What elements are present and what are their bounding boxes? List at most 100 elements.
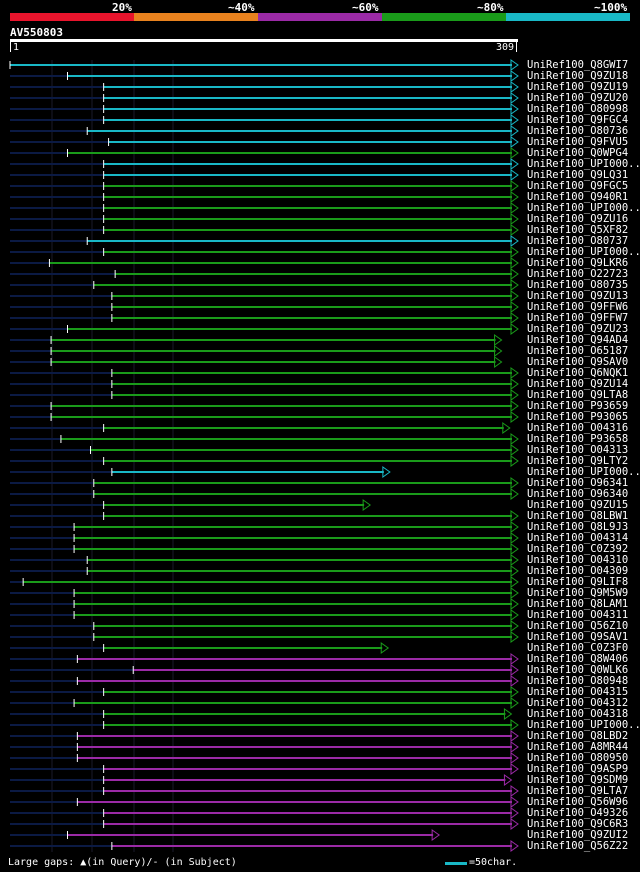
hit-end-arrow <box>382 466 391 478</box>
hit-label[interactable]: UniRef100_Q940R1 <box>527 191 629 203</box>
hit-end-arrow <box>494 356 503 368</box>
hit-label[interactable]: UniRef100_A8MR44 <box>527 741 629 753</box>
hit-label[interactable]: UniRef100_Q8GWI7 <box>527 59 629 71</box>
hit-label[interactable]: UniRef100_UPI000... <box>527 719 640 731</box>
hit-label[interactable]: UniRef100_Q9FFW7 <box>527 312 629 324</box>
hit-end-arrow <box>510 114 519 126</box>
hit-label[interactable]: UniRef100_UPI000... <box>527 466 640 478</box>
hit-label[interactable]: UniRef100_Q56Z10 <box>527 620 629 632</box>
hit-label[interactable]: UniRef100_Q9LTY2 <box>527 455 629 467</box>
hit-label[interactable]: UniRef100_C0Z3F0 <box>527 642 629 654</box>
hit-end-arrow <box>510 224 519 236</box>
hit-label[interactable]: UniRef100_Q9LKR6 <box>527 257 629 269</box>
hit-label[interactable]: UniRef100_UPI000... <box>527 202 640 214</box>
hit-label[interactable]: UniRef100_Q9ZU20 <box>527 92 629 104</box>
hit-label[interactable]: UniRef100_P93065 <box>527 411 629 423</box>
hit-end-arrow <box>510 785 519 797</box>
hit-end-arrow <box>510 488 519 500</box>
hit-label[interactable]: UniRef100_O80950 <box>527 752 629 764</box>
hit-label[interactable]: UniRef100_O04316 <box>527 422 629 434</box>
hit-label[interactable]: UniRef100_O96340 <box>527 488 629 500</box>
hit-label[interactable]: UniRef100_Q9LIF8 <box>527 576 629 588</box>
hit-end-arrow <box>510 609 519 621</box>
hit-end-arrow <box>510 367 519 379</box>
hit-label[interactable]: UniRef100_O80736 <box>527 125 629 137</box>
hit-end-arrow <box>510 290 519 302</box>
hit-label[interactable]: UniRef100_Q0WLK6 <box>527 664 629 676</box>
hit-label[interactable]: UniRef100_P93659 <box>527 400 629 412</box>
hit-label[interactable]: UniRef100_Q8W406 <box>527 653 629 665</box>
hit-end-arrow <box>510 389 519 401</box>
hit-end-arrow <box>431 829 441 841</box>
hit-label[interactable]: UniRef100_O80735 <box>527 279 629 291</box>
hit-label[interactable]: UniRef100_Q9C6R3 <box>527 818 629 830</box>
legend-band-80 <box>382 13 506 21</box>
hit-label[interactable]: UniRef100_O22723 <box>527 268 629 280</box>
hit-label[interactable]: UniRef100_Q9ZU15 <box>527 499 629 511</box>
hit-label[interactable]: UniRef100_Q56W96 <box>527 796 629 808</box>
hit-label[interactable]: UniRef100_Q8L9J3 <box>527 521 629 533</box>
hit-label[interactable]: UniRef100_Q8LBW1 <box>527 510 629 522</box>
hit-label[interactable]: UniRef100_Q9ZU16 <box>527 213 629 225</box>
hit-label[interactable]: UniRef100_O49326 <box>527 807 629 819</box>
hit-label[interactable]: UniRef100_Q9FGC5 <box>527 180 629 192</box>
hit-label[interactable]: UniRef100_O65187 <box>527 345 629 357</box>
hit-label[interactable]: UniRef100_Q56Z22 <box>527 840 629 852</box>
hit-label[interactable]: UniRef100_Q9FGC4 <box>527 114 629 126</box>
hit-label[interactable]: UniRef100_Q9ZU14 <box>527 378 629 390</box>
hit-label[interactable]: UniRef100_Q9ASP9 <box>527 763 629 775</box>
hit-label[interactable]: UniRef100_Q9LTA7 <box>527 785 629 797</box>
hit-label[interactable]: UniRef100_O04318 <box>527 708 629 720</box>
hit-end-arrow <box>510 455 519 467</box>
hit-end-arrow <box>510 268 519 280</box>
hit-label[interactable]: UniRef100_Q9SDM9 <box>527 774 629 786</box>
hit-label[interactable]: UniRef100_C0Z392 <box>527 543 629 555</box>
hit-label[interactable]: UniRef100_Q9LQ31 <box>527 169 629 181</box>
hit-end-arrow <box>510 378 519 390</box>
hit-label[interactable]: UniRef100_Q9M5W9 <box>527 587 629 599</box>
hit-end-arrow <box>510 301 519 313</box>
hit-label[interactable]: UniRef100_Q8LAM1 <box>527 598 629 610</box>
hit-label[interactable]: UniRef100_Q9ZU19 <box>527 81 629 93</box>
hit-end-arrow <box>510 103 519 115</box>
hit-label[interactable]: UniRef100_O04313 <box>527 444 629 456</box>
hit-label[interactable]: UniRef100_Q9FFW6 <box>527 301 629 313</box>
hit-label[interactable]: UniRef100_Q9ZU23 <box>527 323 629 335</box>
hit-label[interactable]: UniRef100_O04314 <box>527 532 629 544</box>
hit-end-arrow <box>503 708 513 720</box>
hit-end-arrow <box>510 169 519 181</box>
hit-label[interactable]: UniRef100_UPI000... <box>527 246 640 258</box>
hit-label[interactable]: UniRef100_Q6NQK1 <box>527 367 629 379</box>
hit-label[interactable]: UniRef100_O04309 <box>527 565 629 577</box>
hit-label[interactable]: UniRef100_Q9SAV0 <box>527 356 629 368</box>
hit-label[interactable]: UniRef100_O96341 <box>527 477 629 489</box>
hit-label[interactable]: UniRef100_UPI000... <box>527 158 640 170</box>
hit-label[interactable]: UniRef100_Q9LTA8 <box>527 389 629 401</box>
hit-end-arrow <box>503 774 513 786</box>
hit-label[interactable]: UniRef100_O80998 <box>527 103 629 115</box>
hit-label[interactable]: UniRef100_O04312 <box>527 697 629 709</box>
hit-label[interactable]: UniRef100_Q5XF82 <box>527 224 629 236</box>
hit-end-arrow <box>510 323 519 335</box>
hit-label[interactable]: UniRef100_Q0WPG4 <box>527 147 629 159</box>
hit-end-arrow <box>510 554 519 566</box>
legend-band-20 <box>10 13 134 21</box>
hit-label[interactable]: UniRef100_O80737 <box>527 235 629 247</box>
scale-label: =50char. <box>469 857 518 868</box>
hit-label[interactable]: UniRef100_Q9ZU18 <box>527 70 629 82</box>
hit-end-arrow <box>510 664 519 676</box>
hit-label[interactable]: UniRef100_O80948 <box>527 675 629 687</box>
hit-label[interactable]: UniRef100_O04315 <box>527 686 629 698</box>
hit-end-arrow <box>510 400 519 412</box>
hit-label[interactable]: UniRef100_Q9SAV1 <box>527 631 629 643</box>
hit-end-arrow <box>510 246 519 258</box>
hit-label[interactable]: UniRef100_P93658 <box>527 433 629 445</box>
hit-label[interactable]: UniRef100_Q9FVU5 <box>527 136 629 148</box>
hit-label[interactable]: UniRef100_Q9ZU13 <box>527 290 629 302</box>
hit-end-arrow <box>510 598 519 610</box>
hit-label[interactable]: UniRef100_Q9ZUI2 <box>527 829 629 841</box>
hit-label[interactable]: UniRef100_O04310 <box>527 554 629 566</box>
hit-label[interactable]: UniRef100_O04311 <box>527 609 629 621</box>
hit-label[interactable]: UniRef100_Q94AD4 <box>527 334 629 346</box>
hit-label[interactable]: UniRef100_Q8LBD2 <box>527 730 629 742</box>
